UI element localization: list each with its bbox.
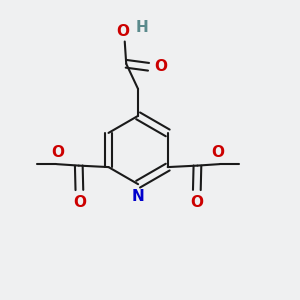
Text: O: O	[73, 195, 86, 210]
Text: O: O	[117, 24, 130, 39]
Text: O: O	[190, 195, 203, 210]
Text: O: O	[52, 145, 64, 160]
Text: O: O	[154, 59, 167, 74]
Text: O: O	[212, 145, 225, 160]
Text: N: N	[132, 189, 145, 204]
Text: H: H	[136, 20, 149, 35]
